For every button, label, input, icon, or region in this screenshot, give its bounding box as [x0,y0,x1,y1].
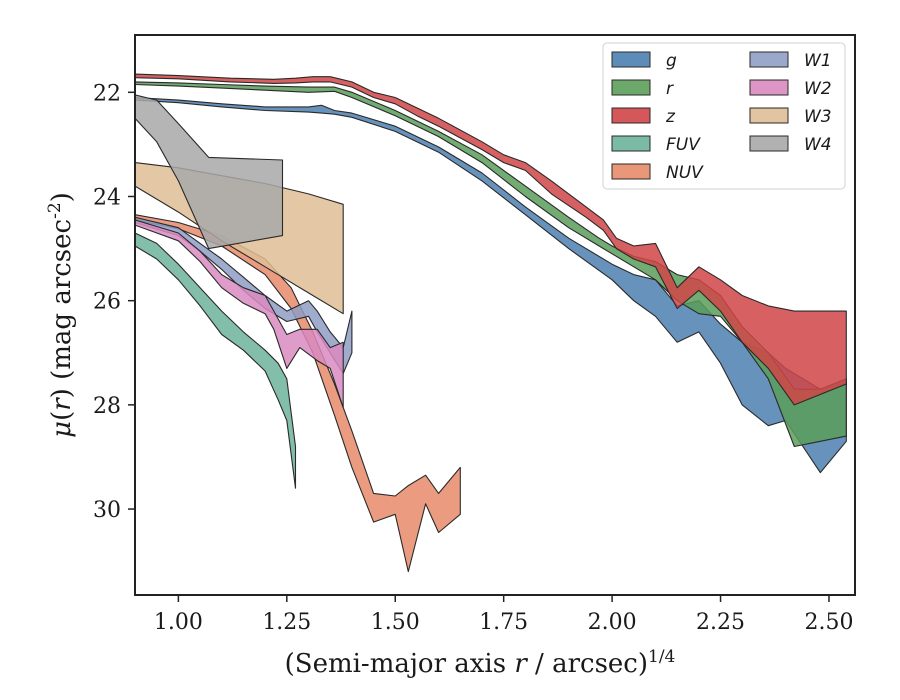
y-tick-label: 28 [93,394,121,419]
legend-swatch-w4 [749,135,789,152]
y-tick-label: 24 [93,185,121,210]
legend-swatch-w1 [749,51,789,68]
x-tick-label: 2.50 [804,610,853,635]
legend-swatch-w3 [749,107,789,124]
legend-label-fuv: FUV [666,135,701,155]
legend-label-w2: W2 [804,79,832,99]
legend-label-w4: W4 [804,135,832,155]
x-tick-label: 2.00 [588,610,637,635]
legend-label-nuv: NUV [666,163,704,183]
x-tick-label: 1.50 [371,610,420,635]
legend-label-g: g [666,51,677,71]
legend-swatch-nuv [611,163,651,180]
y-tick-label: 26 [93,290,121,315]
x-axis: 1.00 1.25 1.50 1.75 2.00 2.25 2.50 [154,595,853,635]
x-axis-label: (Semi-major axis r / arcsec)1/4 [285,647,676,679]
x-tick-label: 1.75 [479,610,528,635]
band-w1 [135,216,353,375]
band-r [135,81,847,448]
legend-label-w1: W1 [804,51,832,71]
band-w2 [135,219,344,409]
y-axis: 22 24 26 28 30 [93,81,135,523]
x-tick-label: 1.00 [154,610,203,635]
x-tick-label: 2.25 [696,610,745,635]
series-bands [135,73,847,573]
band-w4 [135,94,284,250]
legend-swatch-g [611,51,651,68]
legend-swatch-z [611,107,651,124]
legend-label-z: z [665,107,676,127]
plot-frame [134,34,856,596]
legend-swatch-r [611,79,651,96]
y-tick-label: 30 [93,498,121,523]
y-axis-label: μ(r) (mag arcsec-2) [45,192,77,438]
band-z [135,73,847,406]
y-tick-label: 22 [93,81,121,106]
band-fuv [135,232,297,489]
legend-label-w3: W3 [804,107,832,127]
legend-label-r: r [666,79,674,99]
legend-swatch-fuv [611,135,651,152]
band-g [135,96,847,474]
x-tick-label: 1.25 [262,610,311,635]
legend-swatch-w2 [749,79,789,96]
legend: grz FUV NUV W1 W2 W3 W4 [602,42,846,190]
